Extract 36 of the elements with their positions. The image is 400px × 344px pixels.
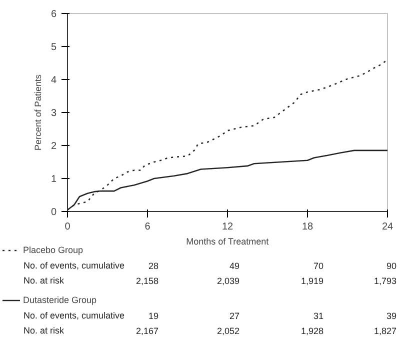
y-axis-title: Percent of Patients [32,74,43,151]
text: 1,928 [300,326,324,336]
y-tick-label: 4 [50,75,57,86]
text: 2,052 [216,326,240,336]
text: 1,919 [300,276,324,286]
text: 90 [386,261,397,271]
text: 2,158 [136,276,159,286]
text: No. at risk [24,326,65,336]
y-tick-label: 3 [50,108,57,119]
text: 19 [148,311,159,321]
x-tick-label: 24 [382,222,394,232]
y-tick-label: 5 [50,42,57,53]
x-tick-label: 6 [144,222,151,232]
x-tick-label: 18 [302,222,314,232]
text: 27 [229,311,240,321]
text: 49 [229,261,240,271]
text: 1,827 [374,326,397,336]
text: No. at risk [24,276,65,286]
text: No. of events, cumulative [24,310,125,320]
text: 28 [148,261,159,271]
y-tick-label: 0 [50,207,57,218]
text: 31 [313,311,324,321]
text: 39 [386,311,397,321]
legend-label: Placebo Group [23,244,84,256]
y-tick-label: 1 [50,174,57,185]
legend-label: Dutasteride Group [23,294,97,306]
y-tick-label: 2 [50,141,57,152]
text: No. of events, cumulative [24,260,125,270]
x-axis-title: Months of Treatment [186,236,270,246]
text: 1,793 [374,276,397,286]
x-tick-label: 12 [222,222,234,232]
text: 70 [313,261,324,271]
y-tick-label: 6 [50,9,57,20]
x-tick-label: 0 [64,222,71,232]
text: 2,167 [136,326,159,336]
text: 2,039 [216,276,240,286]
